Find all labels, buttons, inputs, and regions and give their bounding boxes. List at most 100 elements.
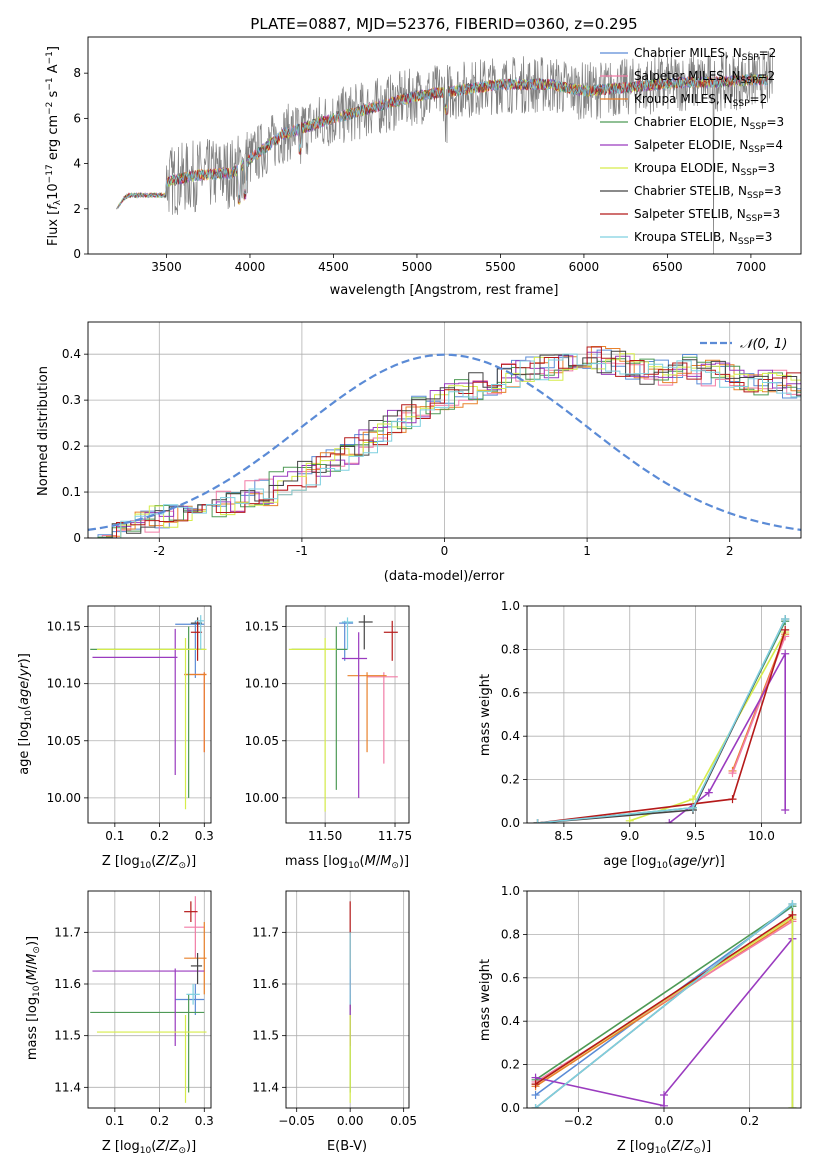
weight-marker — [531, 1080, 540, 1089]
svg-text:age [log10(age/yr)]: age [log10(age/yr)] — [603, 854, 725, 871]
y-tick-label: 0 — [73, 247, 81, 261]
x-tick-label: 4000 — [235, 260, 266, 274]
weight-marker — [728, 769, 737, 778]
svg-text:Z [log10(Z/Z⊙)]: Z [log10(Z/Z⊙)] — [617, 1139, 711, 1156]
x-tick-label: 0.2 — [150, 1114, 169, 1128]
weight-marker — [781, 805, 790, 814]
y-tick-label: 10.15 — [245, 620, 279, 634]
y-tick-label: 11.6 — [252, 977, 279, 991]
errorbar-point-salpeter_miles — [184, 896, 205, 959]
errorbar-point-kroupa_elodie — [96, 637, 207, 810]
errorbar-point-salpeter_elodie — [341, 632, 368, 798]
weight-line-salpeter_stelib — [535, 914, 793, 1085]
y-tick-label: 10.00 — [245, 791, 279, 805]
errorbar-point-chabrier_stelib — [358, 615, 373, 650]
legend-label: Salpeter STELIB, NSSP=3 — [634, 207, 780, 224]
legend-label: Chabrier ELODIE, NSSP=3 — [634, 115, 784, 132]
residual-ylabel: Normed distribution — [36, 366, 51, 496]
mass-vs-metallicity-panel: 0.1 0.2 0.3 11.4 11.5 11.6 11.7 — [54, 890, 214, 1128]
y-tick-label: 8 — [73, 66, 81, 80]
weight-line-kroupa_stelib — [535, 903, 793, 1108]
x-tick-label: 0.05 — [390, 1114, 417, 1128]
errorbar-point-kroupa_miles — [347, 672, 387, 753]
errorbar-point-chabrier_elodie — [291, 626, 348, 790]
histogram-step-chabrier_elodie — [88, 356, 801, 538]
axes-frame — [87, 321, 802, 539]
observed-spectrum-line — [116, 50, 773, 254]
weight-ylabel-bottom: mass weight — [478, 959, 493, 1041]
axes-frame — [87, 605, 212, 824]
ebv-xlabel: E(B-V) — [327, 1139, 367, 1154]
x-tick-label: -1 — [296, 544, 308, 558]
legend-label: Chabrier MILES, NSSP=2 — [634, 46, 776, 63]
errorbar-point-chabrier_elodie — [90, 626, 205, 798]
age-xlabel: age [log10(age/yr)] — [603, 854, 725, 871]
y-tick-label: 0.6 — [501, 686, 520, 700]
x-tick-label: 0 — [441, 544, 449, 558]
weight-marker — [688, 795, 697, 804]
histogram-step-salpeter_stelib — [88, 346, 801, 538]
legend-label: 𝒩(0, 1) — [740, 337, 787, 352]
y-tick-label: 0.2 — [501, 773, 520, 787]
legend-label: Chabrier STELIB, NSSP=3 — [634, 184, 782, 201]
weight-marker — [531, 1090, 540, 1099]
x-tick-label: 2 — [726, 544, 734, 558]
weight-marker — [781, 649, 790, 658]
weight-marker — [788, 1104, 797, 1108]
errorbar-point-salpeter_stelib — [184, 901, 198, 922]
y-tick-label: 0.2 — [62, 439, 81, 453]
mass-xlabel: mass [log10(M/M⊙)] — [285, 854, 409, 871]
weight-marker — [625, 816, 634, 823]
weight-marker — [531, 1104, 540, 1108]
legend-label: Salpeter ELODIE, NSSP=4 — [634, 138, 783, 155]
y-tick-label: 0.6 — [501, 971, 520, 985]
x-tick-label: 11.75 — [378, 829, 412, 843]
x-tick-label: 4500 — [318, 260, 349, 274]
histogram-step-chabrier_stelib — [88, 350, 801, 538]
y-tick-label: 6 — [73, 111, 81, 125]
z-xlabel-3: Z [log10(Z/Z⊙)] — [617, 1139, 711, 1156]
y-tick-label: 10.10 — [47, 677, 81, 691]
y-tick-label: 10.00 — [47, 791, 81, 805]
weight-vs-age-panel: 8.5 9.0 9.5 10.0 0.0 0.2 0.4 0.6 0.8 1.0 — [501, 599, 802, 843]
x-tick-label: 5500 — [485, 260, 516, 274]
errorbar-point-salpeter_stelib — [383, 620, 398, 661]
y-tick-label: 0.2 — [501, 1058, 520, 1072]
y-tick-label: 11.5 — [252, 1029, 279, 1043]
weight-marker — [788, 910, 797, 919]
errorbar-point-salpeter_elodie — [92, 628, 178, 776]
histogram-step-kroupa_elodie — [92, 353, 801, 538]
legend-label: Kroupa ELODIE, NSSP=3 — [634, 161, 775, 178]
x-tick-label: 6500 — [652, 260, 683, 274]
errorbar-point-kroupa_miles — [184, 922, 207, 995]
x-tick-label: 0.3 — [195, 1114, 214, 1128]
x-tick-label: 0.1 — [105, 829, 124, 843]
weight-marker — [533, 819, 542, 823]
y-tick-label: 11.5 — [54, 1029, 81, 1043]
x-tick-label: 0.3 — [195, 829, 214, 843]
y-tick-label: 11.4 — [54, 1080, 81, 1094]
svg-text:mass [log10(M/M⊙)]: mass [log10(M/M⊙)] — [285, 854, 409, 871]
z-xlabel-1: Z [log10(Z/Z⊙)] — [102, 854, 196, 871]
errorbar-point-chabrier_miles — [339, 620, 354, 661]
x-tick-label: −0.05 — [278, 1114, 315, 1128]
mass-ylabel-left: mass [log10(M/M⊙)] — [25, 936, 42, 1060]
x-tick-label: 10.0 — [748, 829, 775, 843]
axes-frame — [87, 36, 802, 255]
spectrum-legend: Chabrier MILES, NSSP=2 Salpeter MILES, NS… — [600, 46, 784, 247]
mass-vs-ebv-panel: −0.05 0.00 0.05 11.4 11.5 11.6 11.7 — [252, 890, 417, 1128]
errorbar-point-chabrier_stelib — [190, 953, 203, 984]
y-tick-label: 0.1 — [62, 485, 81, 499]
axes-frame — [285, 890, 410, 1109]
y-tick-label: 0 — [73, 531, 81, 545]
y-tick-label: 0.8 — [501, 642, 520, 656]
errorbar-point-salpeter_miles — [184, 672, 207, 753]
histogram-step-kroupa_stelib — [92, 353, 801, 538]
x-tick-label: 0.2 — [740, 1114, 759, 1128]
y-tick-label: 0.4 — [501, 1014, 520, 1028]
y-tick-label: 0.8 — [501, 927, 520, 941]
errorbar-point-salpeter_elodie — [92, 968, 205, 1046]
x-tick-label: 9.0 — [620, 829, 639, 843]
weight-line-kroupa_miles — [535, 918, 793, 1087]
